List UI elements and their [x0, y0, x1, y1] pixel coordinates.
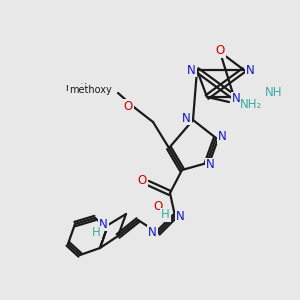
Text: O: O: [138, 175, 147, 188]
Text: N: N: [246, 64, 255, 76]
Text: O: O: [153, 200, 162, 212]
Text: N: N: [148, 226, 157, 238]
Text: N: N: [176, 209, 185, 223]
Text: N: N: [232, 92, 240, 106]
Text: N: N: [187, 64, 196, 76]
Text: O: O: [215, 44, 225, 58]
Text: N: N: [206, 158, 214, 172]
Text: NH₂: NH₂: [240, 98, 262, 112]
Text: O: O: [124, 100, 133, 112]
Text: N: N: [99, 218, 108, 230]
Text: methoxy: methoxy: [69, 85, 112, 95]
Text: H: H: [92, 226, 101, 239]
Text: H: H: [161, 208, 170, 221]
Text: methoxy: methoxy: [65, 83, 108, 93]
Text: N: N: [182, 112, 191, 124]
Text: NH: NH: [265, 85, 283, 98]
Text: N: N: [218, 130, 227, 143]
